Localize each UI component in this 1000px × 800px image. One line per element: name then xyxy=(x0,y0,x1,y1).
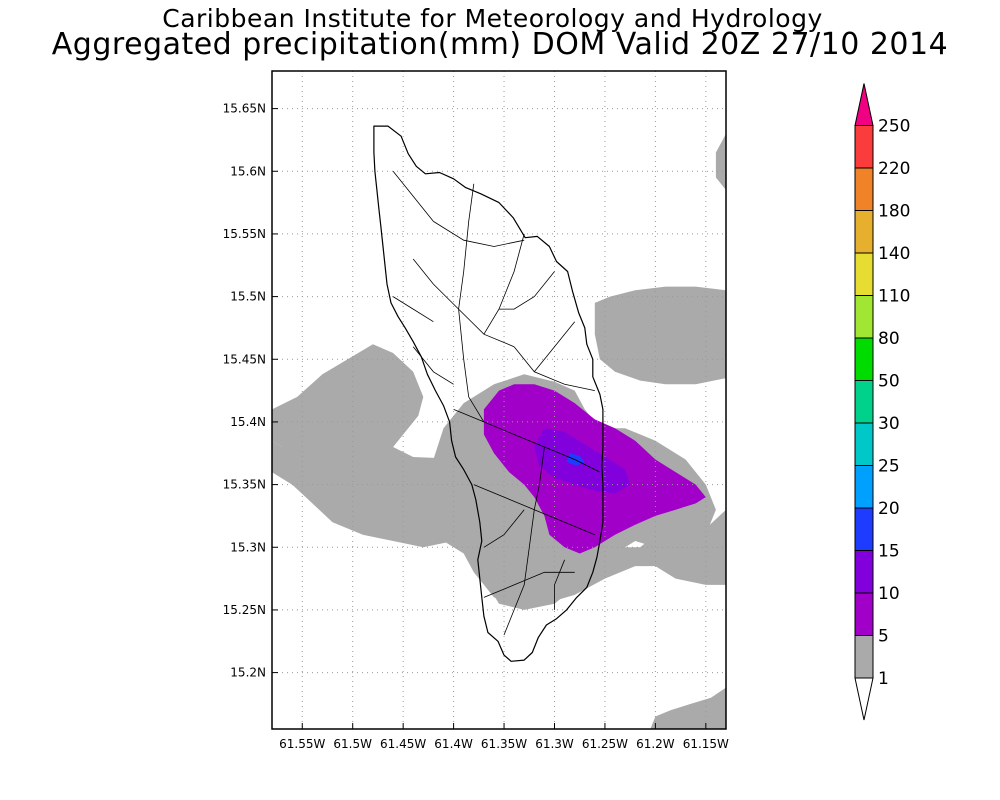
colorbar-label: 180 xyxy=(878,202,910,222)
river-line xyxy=(433,221,525,247)
precip-region-1-5 xyxy=(715,133,726,191)
colorbar-segment xyxy=(854,337,874,381)
title-line-2: Aggregated precipitation(mm) DOM Valid 2… xyxy=(51,27,949,62)
colorbar-label: 50 xyxy=(878,372,900,392)
colorbar-segment xyxy=(854,210,874,254)
colorbar-segment xyxy=(854,550,874,594)
colorbar-top-arrow xyxy=(854,83,874,126)
lat-tick-label: 15.35N xyxy=(223,478,266,492)
island-outline xyxy=(373,125,604,662)
lat-tick-label: 15.2N xyxy=(230,666,266,680)
lat-tick-label: 15.55N xyxy=(223,227,266,241)
river-line xyxy=(392,296,434,323)
title-line-1: Caribbean Institute for Meteorology and … xyxy=(162,4,823,33)
river-line xyxy=(523,446,545,585)
river-line xyxy=(503,584,525,636)
colorbar-segment xyxy=(854,635,874,679)
lon-tick-label: 61.55W xyxy=(279,737,325,751)
river-line xyxy=(458,183,475,310)
lat-tick-label: 15.45N xyxy=(223,352,266,366)
colorbar-segment xyxy=(854,167,874,211)
river-line xyxy=(483,509,525,548)
lat-tick-label: 15.3N xyxy=(230,540,266,554)
colorbar-bottom-arrow xyxy=(854,677,874,721)
lon-tick-label: 61.15W xyxy=(683,737,729,751)
lon-tick-label: 61.35W xyxy=(481,737,527,751)
colorbar-label: 25 xyxy=(878,457,900,477)
river-line xyxy=(533,321,576,373)
colorbar-segment xyxy=(854,380,874,424)
river-line xyxy=(453,409,485,423)
colorbar-segment xyxy=(854,465,874,509)
colorbar-segment xyxy=(854,592,874,636)
river-line xyxy=(483,233,525,335)
colorbar-segment xyxy=(854,295,874,339)
precip-region-1-5 xyxy=(272,447,726,604)
colorbar-label: 5 xyxy=(878,627,889,647)
lon-tick-label: 61.4W xyxy=(434,737,473,751)
lat-tick-label: 15.65N xyxy=(223,102,266,116)
plot-frame xyxy=(271,70,727,730)
lat-tick-label: 15.4N xyxy=(230,415,266,429)
lon-tick-label: 61.25W xyxy=(582,737,628,751)
river-line xyxy=(513,346,595,391)
colorbar-label: 250 xyxy=(878,117,910,137)
river-line xyxy=(392,171,434,222)
lat-tick-label: 15.5N xyxy=(230,290,266,304)
lon-tick-label: 61.5W xyxy=(333,737,372,751)
colorbar-label: 15 xyxy=(878,542,900,562)
colorbar-label: 220 xyxy=(878,159,910,179)
river-line xyxy=(458,309,485,423)
colorbar-segment xyxy=(854,252,874,296)
river-line xyxy=(554,559,565,610)
precip-region-1-5 xyxy=(650,687,726,729)
colorbar-label: 30 xyxy=(878,414,900,434)
river-line xyxy=(412,346,454,385)
lon-tick-label: 61.45W xyxy=(380,737,426,751)
colorbar-segment xyxy=(854,507,874,551)
map-axes: 61.55W 61.5W 61.45W 61.4W 61.35W 61.3W 61.25W 6… xyxy=(223,70,729,751)
colorbar-label: 1 xyxy=(878,669,889,689)
river-line xyxy=(499,271,555,310)
colorbar-segment xyxy=(854,422,874,466)
colorbar-label: 140 xyxy=(878,244,910,264)
map-content xyxy=(272,71,726,729)
colorbar-label: 80 xyxy=(878,329,900,349)
precip-region-1-5 xyxy=(594,286,726,385)
lon-tick-label: 61.2W xyxy=(636,737,675,751)
colorbar-label: 10 xyxy=(878,584,900,604)
lon-tick-label: 61.3W xyxy=(535,737,574,751)
colorbar-label: 20 xyxy=(878,499,900,519)
colorbar-label: 110 xyxy=(878,287,910,307)
lat-tick-label: 15.6N xyxy=(230,164,266,178)
lat-tick-label: 15.25N xyxy=(223,603,266,617)
colorbar-segment xyxy=(854,125,874,169)
